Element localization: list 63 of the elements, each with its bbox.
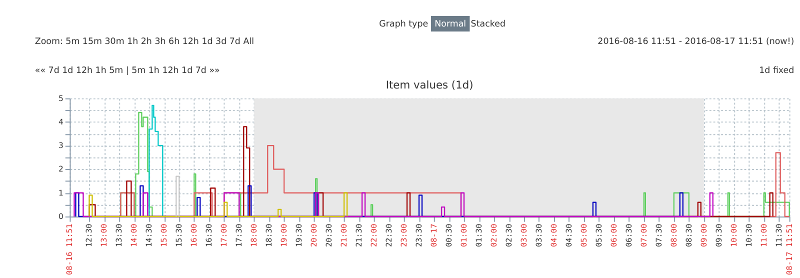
x-tick-label: 17:30	[234, 223, 244, 248]
y-tick-label: 0	[58, 212, 64, 221]
x-tick-label: 03:30	[534, 223, 544, 248]
x-tick-label: 04:00	[549, 223, 558, 248]
text: «« 7d 1d 12h 1h 5m | 5m 1h 12h 1d 7d »»	[34, 66, 220, 76]
x-tick-label: 09:30	[714, 223, 724, 248]
x-tick-label: 20:00	[310, 223, 319, 248]
x-tick-label: 07:00	[639, 223, 648, 248]
x-tick-label: 15:00	[160, 223, 169, 248]
text: 1d fixed	[759, 66, 794, 76]
text: Normal	[434, 20, 466, 30]
x-tick-label: 21:30	[354, 223, 364, 248]
x-tick-label: 02:00	[489, 223, 498, 248]
x-tick-label: 03:00	[519, 223, 528, 248]
x-tick-label: 05:00	[579, 223, 588, 248]
x-tick-label: 01:30	[474, 223, 484, 248]
x-tick-label: 08-17	[429, 223, 438, 248]
x-tick-label: 08-17 11:51	[784, 223, 794, 275]
y-tick-label: 4	[58, 117, 64, 126]
x-tick-label: 02:30	[504, 223, 514, 248]
x-tick-label: 20:30	[324, 223, 334, 248]
x-tick-label: 09:00	[699, 223, 708, 248]
x-tick-label: 11:00	[759, 223, 768, 248]
x-tick-label: 08-16 11:51	[65, 223, 74, 275]
x-tick-label: 16:30	[204, 223, 214, 248]
text: Stacked	[470, 20, 506, 30]
x-tick-label: 12:30	[84, 223, 94, 248]
text: Graph type	[379, 20, 428, 30]
x-tick-label: 23:00	[399, 223, 408, 248]
x-tick-label: 19:30	[294, 223, 304, 248]
y-tick-label: 1	[58, 188, 64, 198]
x-tick-label: 19:00	[280, 223, 289, 248]
x-tick-label: 13:00	[100, 223, 109, 248]
x-tick-label: 06:30	[624, 223, 634, 248]
y-tick-label: 3	[58, 141, 64, 150]
x-tick-label: 01:00	[459, 223, 468, 248]
x-tick-label: 11:30	[774, 223, 784, 248]
x-tick-label: 18:30	[264, 223, 274, 248]
text: 2016-08-16 11:51 - 2016-08-17 11:51 (now!)	[598, 37, 794, 48]
text: Zoom: 5m 15m 30m 1h 2h 3h 6h 12h 1d 3d 7d All	[34, 37, 254, 48]
y-tick-label: 5	[58, 94, 64, 103]
x-tick-label: 13:30	[114, 223, 124, 248]
x-tick-label: 08:30	[684, 223, 694, 248]
chart-title: Item values (1d)	[386, 78, 474, 92]
x-tick-label: 05:30	[594, 223, 604, 248]
x-tick-label: 17:00	[220, 223, 229, 248]
x-tick-label: 22:30	[384, 223, 394, 248]
x-tick-label: 14:00	[130, 223, 139, 248]
x-tick-label: 16:00	[190, 223, 199, 248]
x-tick-label: 22:00	[369, 223, 378, 248]
x-tick-label: 08:00	[669, 223, 678, 248]
x-tick-label: 15:30	[174, 223, 184, 248]
x-tick-label: 07:30	[654, 223, 664, 248]
x-tick-label: 23:30	[414, 223, 424, 248]
x-tick-label: 10:30	[744, 223, 754, 248]
x-tick-label: 10:00	[729, 223, 738, 248]
x-tick-label: 21:00	[340, 223, 349, 248]
x-tick-label: 04:30	[564, 223, 574, 248]
x-tick-label: 00:30	[444, 223, 454, 248]
x-tick-label: 06:00	[609, 223, 618, 248]
y-tick-label: 2	[58, 164, 64, 174]
x-tick-label: 14:30	[144, 223, 154, 248]
x-tick-label: 18:00	[250, 223, 259, 248]
